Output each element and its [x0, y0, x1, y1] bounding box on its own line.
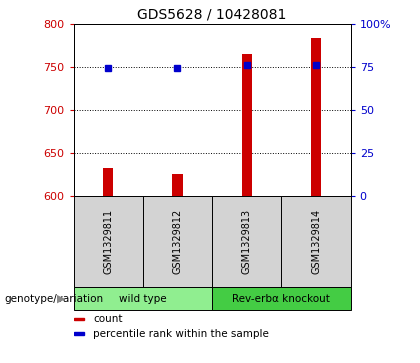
Text: Rev-erbα knockout: Rev-erbα knockout [232, 294, 331, 303]
Text: percentile rank within the sample: percentile rank within the sample [93, 329, 269, 339]
Bar [241, 54, 252, 196]
Bar [311, 38, 321, 196]
Bar [212, 196, 281, 287]
Text: genotype/variation: genotype/variation [4, 294, 103, 303]
Text: GSM1329812: GSM1329812 [173, 209, 182, 274]
Bar [281, 196, 351, 287]
Text: GSM1329811: GSM1329811 [103, 209, 113, 274]
Bar [74, 318, 84, 320]
Text: wild type: wild type [119, 294, 167, 303]
Text: ▶: ▶ [57, 294, 65, 303]
Bar [212, 287, 351, 310]
Text: count: count [93, 314, 122, 324]
Title: GDS5628 / 10428081: GDS5628 / 10428081 [137, 7, 287, 21]
Bar [103, 168, 113, 196]
Text: GSM1329813: GSM1329813 [242, 209, 252, 274]
Bar [172, 175, 183, 196]
Bar [74, 287, 212, 310]
Bar [74, 333, 84, 335]
Bar [143, 196, 212, 287]
Bar [74, 196, 143, 287]
Text: GSM1329814: GSM1329814 [311, 209, 321, 274]
